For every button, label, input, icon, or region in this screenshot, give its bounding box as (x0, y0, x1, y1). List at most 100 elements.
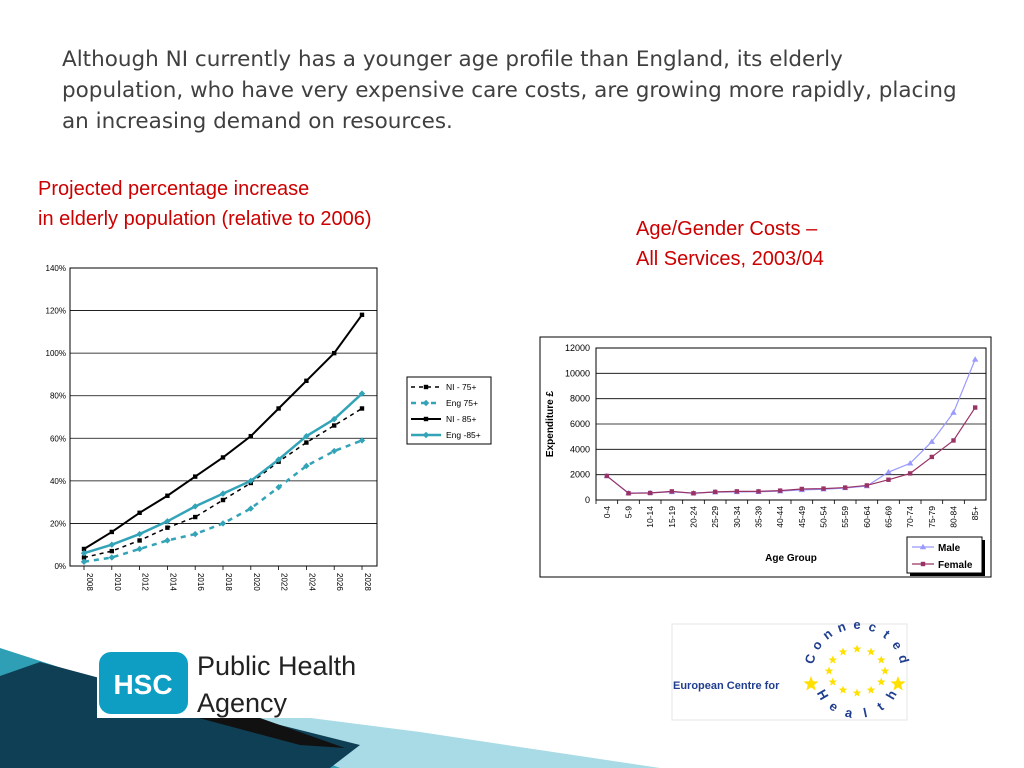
chart1-legend-box (406, 376, 492, 445)
chart1-data-point (136, 545, 143, 553)
chart1-data-point (276, 406, 281, 411)
chart1-legend-label: NI - 85+ (446, 414, 477, 424)
left-caption-line-1: Projected percentage increase (38, 178, 310, 200)
hsc-logo: HSC Public Health Agency (97, 648, 359, 718)
eu-star (866, 647, 876, 656)
chart2-y-tick-label: 8000 (570, 394, 590, 404)
chart1-y-tick-label: 120% (46, 307, 66, 316)
chart1-x-tick-label: 2016 (196, 573, 205, 591)
chart1-series-0 (81, 406, 365, 560)
eu-star (866, 685, 876, 694)
left-chart-caption: Projected percentage increase in elderly… (38, 174, 372, 234)
chart1-plot-frame (69, 267, 378, 567)
chart1-data-point (164, 537, 171, 544)
chart2-legend-label: Male (938, 543, 961, 554)
chart1-data-point (332, 423, 337, 428)
chart1-data-point (332, 350, 337, 356)
chart2-x-tick-label: 40-44 (775, 506, 785, 528)
chart1-data-point (247, 477, 254, 485)
chart1-data-point (109, 548, 114, 554)
chart1-data-point (136, 530, 143, 538)
ring-letter: c (867, 619, 879, 636)
chart1-data-point (275, 484, 282, 491)
chart1-x-tick-label: 2024 (307, 573, 316, 591)
chart2-y-axis-title: Expenditure £ (545, 391, 556, 458)
chart2-data-point (885, 468, 892, 475)
chart2-data-point (669, 489, 675, 494)
eu-star (838, 647, 848, 656)
chart2-y-tick-label: 6000 (570, 419, 590, 429)
chart2-series (603, 356, 979, 496)
chart1-legend: NI - 75+ Eng 75+ NI - 85+ Eng -85+ (406, 376, 492, 445)
chart2-data-point (950, 409, 957, 415)
chart1-data-point (81, 555, 87, 560)
chart2-x-tick-label: 70-74 (905, 506, 915, 528)
chart2-x-tick-label: 0-4 (602, 506, 612, 519)
chart2-data-point (821, 486, 826, 491)
chart1-data-point (219, 520, 227, 527)
chart1-legend-label: Eng -85+ (446, 430, 481, 440)
chart2-legend-marker (920, 561, 926, 567)
eu-star (828, 677, 837, 686)
chart1-y-tick-label: 40% (50, 477, 66, 486)
chart2-x-tick-label: 30-34 (732, 506, 742, 528)
chart2-x-tick-label: 25-29 (710, 506, 720, 528)
chart1-data-point (109, 529, 114, 535)
chart1-y-tick-label: 140% (46, 264, 66, 273)
chart1-data-point (81, 546, 87, 552)
chart1-legend-marker (423, 416, 429, 422)
eu-star (828, 655, 837, 664)
eu-star (877, 655, 886, 664)
hsc-name-line-2: Agency (197, 688, 288, 718)
hsc-badge (99, 652, 188, 714)
chart1-data-point (80, 558, 88, 565)
chart2-data-point (777, 488, 783, 493)
chart1-data-point (165, 525, 170, 530)
chart1-x-tick-label: 2010 (113, 573, 122, 591)
chart1-data-point (303, 432, 310, 440)
chart2-y-tick-label: 10000 (565, 368, 590, 378)
chart1-series-line (83, 407, 363, 559)
chart1-x-tick-label: 2026 (335, 573, 344, 591)
ring-letter: a (844, 705, 855, 721)
chart2-data-point (734, 489, 740, 494)
eu-star (838, 685, 848, 694)
chart1-x-tick-label: 2012 (141, 573, 150, 591)
chart1-data-point (303, 462, 310, 470)
chart1-x-tick-label: 2008 (85, 573, 94, 591)
chart2-x-tick-label: 80-84 (949, 506, 959, 528)
chart2-series-line (606, 407, 976, 494)
chart2-legend: Male Female (906, 536, 985, 576)
eu-star-ring (803, 644, 906, 697)
chart2-x-tick-label: 15-19 (667, 506, 677, 528)
chart2-x-axis: 0-4 5-9 10-14 15-19 20-24 25-29 30-34 35-39 40-4… (595, 500, 980, 528)
chart1-y-tick-label: 20% (50, 519, 66, 528)
chart2-x-tick-label: 5-9 (624, 506, 634, 519)
chart2-data-point (928, 438, 936, 444)
hsc-name-line-1: Public Health (197, 651, 356, 681)
chart2-data-point (864, 483, 870, 488)
chart1-data-point (248, 433, 253, 439)
chart1-data-point (247, 505, 254, 512)
chart1-data-point (193, 514, 198, 520)
left-caption-line-2: in elderly population (relative to 2006) (38, 208, 372, 230)
chart1-series (80, 312, 366, 565)
chart1-series-1 (80, 437, 366, 565)
chart2-y-tick-label: 0 (585, 495, 590, 505)
right-caption-line-2: All Services, 2003/04 (636, 248, 824, 270)
ecch-logo-background (671, 623, 908, 721)
chart1-y-axis: 0% 20% 40% 60% 80% 100% 120% 140% (46, 264, 66, 571)
chart2-data-point (647, 490, 653, 496)
chart1-data-point (358, 437, 366, 444)
eu-star (852, 688, 862, 697)
chart2-data-point (799, 486, 805, 492)
chart1-data-point (137, 510, 142, 515)
chart1-x-axis: 2008 2010 2012 2014 2016 2018 2020 2022 2024 2026… (83, 566, 372, 591)
chart2-x-tick-label: 85+ (970, 506, 980, 520)
chart1-data-point (331, 415, 338, 423)
chart1-x-tick-label: 2022 (280, 573, 289, 591)
chart2-x-tick-label: 50-54 (819, 506, 829, 528)
chart1-data-point (193, 474, 198, 479)
